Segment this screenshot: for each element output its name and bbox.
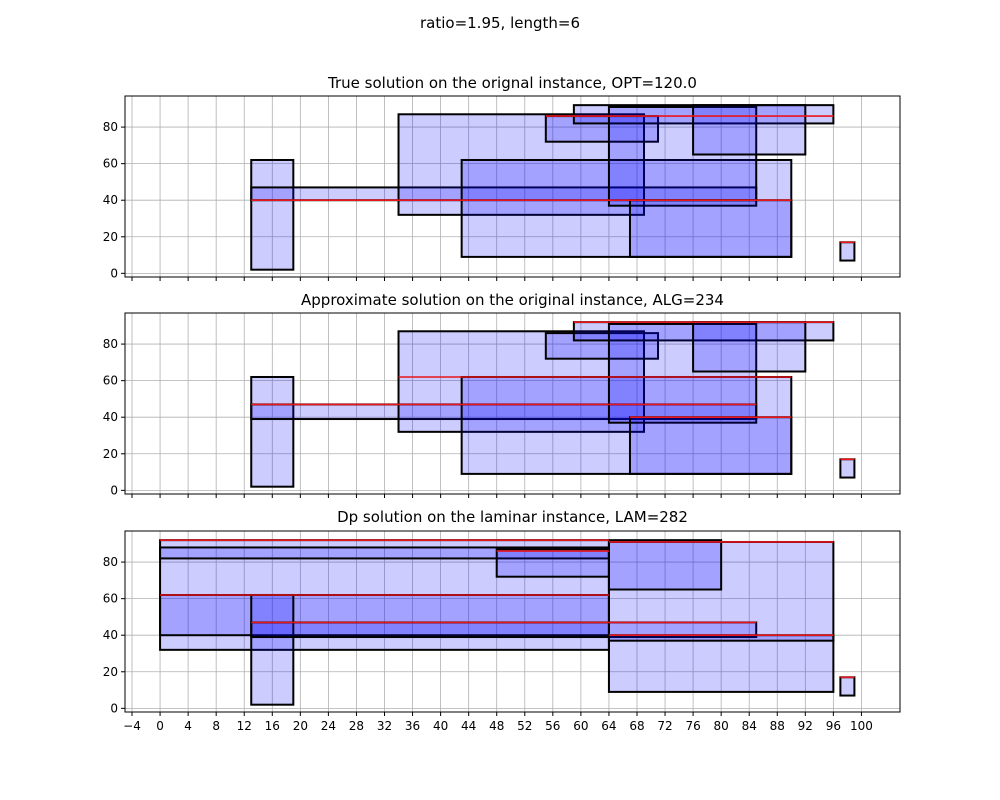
y-tick-label: 0 — [110, 266, 118, 280]
x-tick-label: 16 — [265, 719, 280, 733]
panel-approximate-solution: Approximate solution on the original ins… — [103, 291, 901, 498]
interval-rect — [607, 539, 723, 591]
interval-rect — [250, 593, 295, 706]
interval-rect — [607, 634, 835, 642]
x-tick-label: 36 — [405, 719, 420, 733]
y-tick-label: 0 — [110, 701, 118, 715]
x-tick-label: 48 — [489, 719, 504, 733]
axes-frame — [124, 530, 901, 713]
panel-dp-solution: Dp solution on the laminar instance, LAM… — [103, 508, 901, 733]
y-tick-label: 0 — [110, 483, 118, 497]
x-tick-label: 100 — [850, 719, 873, 733]
interval-rect — [544, 115, 660, 143]
interval-rects — [250, 104, 856, 271]
y-tick-label: 80 — [103, 120, 118, 134]
x-tick-label: −4 — [123, 719, 141, 733]
x-tick-label: 28 — [349, 719, 364, 733]
y-tick-label: 60 — [103, 157, 118, 171]
panel-true-solution: True solution on the orignal instance, O… — [103, 74, 901, 281]
x-tick-label: 20 — [293, 719, 308, 733]
selected-lines — [251, 115, 855, 244]
y-tick-label: 20 — [103, 447, 118, 461]
x-tick-label: 32 — [377, 719, 392, 733]
interval-rect — [628, 199, 793, 258]
y-tick-label: 60 — [103, 592, 118, 606]
x-tick-label: 64 — [601, 719, 616, 733]
interval-rect — [460, 375, 793, 475]
x-tick-label: 92 — [798, 719, 813, 733]
x-tick-label: 76 — [685, 719, 700, 733]
x-tick-label: 24 — [321, 719, 336, 733]
interval-rect — [544, 332, 660, 360]
y-tick-label: 40 — [103, 628, 118, 642]
x-tick-label: 72 — [657, 719, 672, 733]
interval-rect — [250, 158, 295, 271]
interval-rect — [460, 158, 793, 258]
interval-rect — [159, 593, 610, 637]
interval-rect — [495, 548, 610, 578]
x-tick-label: 44 — [461, 719, 476, 733]
x-tick-label: 52 — [517, 719, 532, 733]
interval-rect — [397, 330, 646, 433]
interval-rect — [839, 241, 856, 262]
y-tick-label: 80 — [103, 337, 118, 351]
interval-rect — [607, 322, 758, 424]
x-tick-label: 96 — [826, 719, 841, 733]
axes-frame — [124, 312, 901, 495]
x-tick-label: 84 — [742, 719, 757, 733]
selected-lines — [160, 539, 855, 679]
interval-rect — [397, 113, 646, 216]
x-tick-label: 88 — [770, 719, 785, 733]
x-tick-label: 0 — [156, 719, 164, 733]
x-tick-label: 56 — [545, 719, 560, 733]
y-tick-label: 40 — [103, 193, 118, 207]
x-tick-label: 12 — [237, 719, 252, 733]
x-tick-label: 68 — [629, 719, 644, 733]
interval-rect — [250, 375, 295, 488]
panel-title: True solution on the orignal instance, O… — [327, 74, 697, 92]
interval-rect — [692, 104, 807, 156]
y-tick-label: 20 — [103, 230, 118, 244]
interval-rect — [607, 105, 758, 207]
x-tick-label: 60 — [573, 719, 588, 733]
x-tick-label: 80 — [714, 719, 729, 733]
y-tick-label: 80 — [103, 555, 118, 569]
x-tick-label: 8 — [212, 719, 220, 733]
y-tick-label: 60 — [103, 374, 118, 388]
figure-title: ratio=1.95, length=6 — [420, 14, 580, 32]
interval-rects — [250, 321, 856, 488]
selected-lines — [251, 321, 855, 461]
x-tick-label: 40 — [433, 719, 448, 733]
interval-rect — [692, 321, 807, 373]
interval-rect — [839, 676, 856, 697]
interval-rect — [839, 458, 856, 479]
interval-rect — [628, 416, 793, 475]
x-tick-label: 4 — [184, 719, 192, 733]
panel-title: Dp solution on the laminar instance, LAM… — [337, 508, 688, 526]
y-tick-label: 40 — [103, 410, 118, 424]
axes-frame — [124, 95, 901, 278]
panel-title: Approximate solution on the original ins… — [301, 291, 724, 309]
y-tick-label: 20 — [103, 665, 118, 679]
